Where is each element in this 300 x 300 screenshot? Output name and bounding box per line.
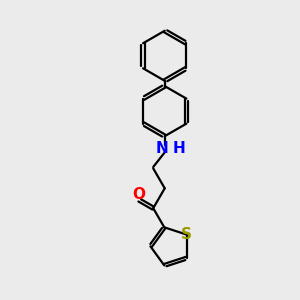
Text: H: H [172,141,185,156]
Text: O: O [133,187,146,202]
Text: S: S [181,227,192,242]
Text: N: N [156,141,169,156]
